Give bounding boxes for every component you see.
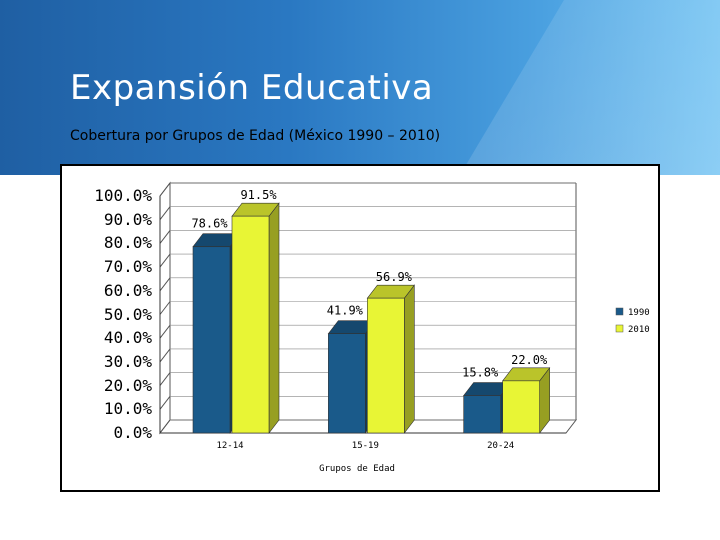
legend-label: 1990 xyxy=(628,308,650,318)
y-tick-label: 40.0% xyxy=(103,328,152,348)
legend-label: 2010 xyxy=(628,325,650,335)
data-label: 15.8% xyxy=(462,366,499,380)
slide-subtitle: Cobertura por Grupos de Edad (México 199… xyxy=(70,128,441,144)
legend-swatch xyxy=(615,307,624,316)
y-tick-label: 0.0% xyxy=(113,423,152,442)
gridline-side xyxy=(159,230,171,244)
gridline-side xyxy=(159,182,171,197)
gridline-side xyxy=(159,253,171,268)
y-tick-label: 10.0% xyxy=(103,399,152,419)
bar-side xyxy=(404,284,415,434)
data-label: 78.6% xyxy=(191,217,228,231)
gridline-side xyxy=(159,348,171,363)
bar-2010-15-19 xyxy=(367,297,405,434)
x-tick-label: 20-24 xyxy=(487,441,514,451)
bar-1990-12-14 xyxy=(192,246,231,434)
gridline-side xyxy=(159,324,171,339)
y-tick-label: 50.0% xyxy=(103,304,152,324)
y-tick-label: 90.0% xyxy=(103,209,152,229)
gridline-side xyxy=(159,206,171,221)
bar-2010-20-24 xyxy=(502,380,540,434)
bar-1990-20-24 xyxy=(463,395,501,434)
bar-1990-15-19 xyxy=(328,333,366,434)
y-tick-label: 60.0% xyxy=(103,280,152,300)
data-label: 22.0% xyxy=(511,353,548,367)
gridline-side xyxy=(159,372,171,386)
data-label: 91.5% xyxy=(240,188,277,202)
y-tick-label: 80.0% xyxy=(103,233,152,253)
data-label: 41.9% xyxy=(327,304,364,318)
x-tick-label: 15-19 xyxy=(352,441,379,451)
bar-side xyxy=(268,202,280,434)
gridline-side xyxy=(159,419,171,434)
y-tick-label: 100.0% xyxy=(94,186,152,205)
data-label: 56.9% xyxy=(376,270,413,284)
slide-title: Expansión Educativa xyxy=(70,68,434,108)
gridline-side xyxy=(159,301,171,315)
x-tick-label: 12-14 xyxy=(216,441,243,451)
bar-2010-12-14 xyxy=(231,215,270,434)
y-tick-label: 20.0% xyxy=(103,375,152,395)
y-tick-label: 70.0% xyxy=(103,257,152,277)
gridline-side xyxy=(159,395,171,410)
x-axis-title: Grupos de Edad xyxy=(319,464,395,474)
legend-swatch xyxy=(615,324,624,333)
slide-header-band xyxy=(0,0,720,175)
gridline-side xyxy=(159,277,171,292)
y-tick-label: 30.0% xyxy=(103,351,152,371)
